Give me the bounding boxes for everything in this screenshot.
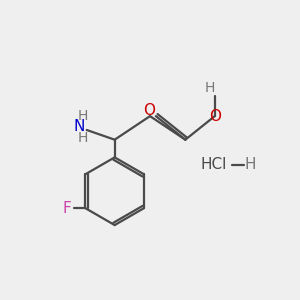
Text: O: O [143, 103, 155, 118]
Text: H: H [78, 109, 88, 123]
Text: N: N [74, 119, 85, 134]
Text: H: H [244, 157, 256, 172]
Text: HCl: HCl [200, 157, 226, 172]
Text: O: O [209, 109, 221, 124]
Text: F: F [62, 201, 71, 216]
Text: H: H [204, 81, 215, 95]
Text: H: H [78, 130, 88, 145]
